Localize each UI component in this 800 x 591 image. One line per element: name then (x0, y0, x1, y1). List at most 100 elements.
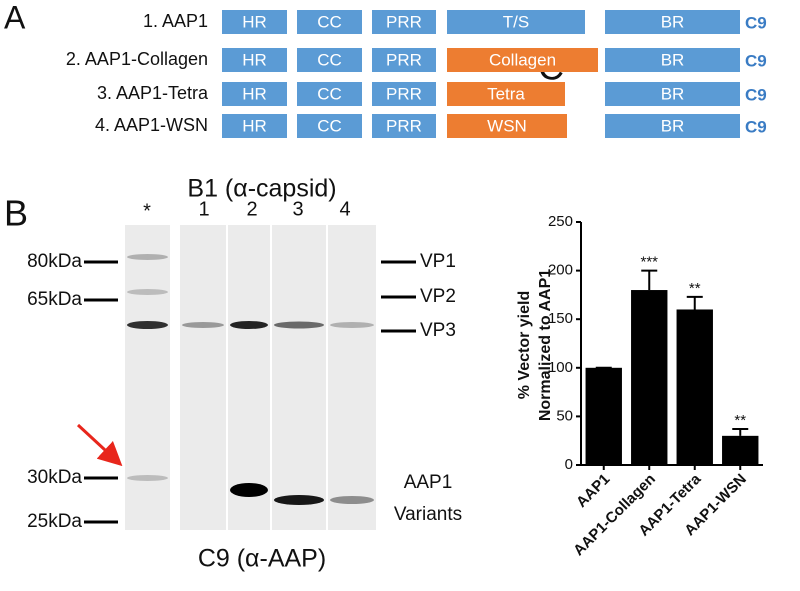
domain-label: PRR (386, 116, 422, 135)
blot-band (330, 322, 374, 328)
domain-label: CC (317, 12, 342, 31)
domain-label: HR (242, 116, 267, 135)
construct-label: 1. AAP1 (143, 11, 208, 31)
tag-label: C9 (745, 85, 767, 104)
marker-label: 30kDa (27, 467, 82, 488)
significance-label: *** (640, 254, 658, 271)
arrow (76, 423, 123, 467)
domain-label: WSN (487, 116, 527, 135)
significance-label: ** (734, 412, 746, 429)
band-label: VP1 (420, 251, 456, 272)
domain-label: BR (661, 116, 685, 135)
domain-box (372, 48, 436, 72)
tag-label: C9 (745, 13, 767, 32)
y-tick-label: 100 (548, 359, 573, 376)
bar (676, 309, 713, 465)
domain-box (605, 114, 740, 138)
blot-band (274, 495, 324, 505)
x-tick-label: AAP1-Collagen (570, 471, 659, 560)
domain-label: BR (661, 50, 685, 69)
error-bar (641, 269, 658, 291)
variants-label: AAP1 (404, 472, 453, 493)
domain-label: CC (317, 116, 342, 135)
domain-box (605, 82, 740, 106)
domain-label: PRR (386, 84, 422, 103)
variants-label: Variants (394, 504, 462, 525)
lane-label: 3 (292, 198, 303, 220)
y-tick-label: 0 (565, 456, 573, 473)
marker-label: 80kDa (27, 251, 82, 272)
blot-lane (272, 225, 326, 530)
domain-box (447, 114, 567, 138)
blot-band (127, 254, 168, 260)
panel-label: B (4, 193, 28, 234)
y-axis-label: Normalized to AAP1 (537, 269, 554, 421)
domain-label: HR (242, 12, 267, 31)
construct-label: 3. AAP1-Tetra (97, 83, 209, 103)
y-tick-label: 50 (556, 407, 573, 424)
domain-label: CC (317, 84, 342, 103)
blot-band (127, 289, 168, 295)
blot-band (127, 321, 168, 329)
blot-band (330, 496, 374, 504)
panel-label: A (4, 0, 26, 35)
band-label: VP2 (420, 286, 456, 307)
blot-lane (228, 225, 270, 530)
domain-box (372, 82, 436, 106)
lane-label: * (143, 200, 151, 222)
error-bar (732, 428, 749, 436)
domain-box (447, 82, 565, 106)
y-axis-label: % Vector yield (516, 291, 533, 400)
lane-label: 4 (339, 198, 350, 220)
bar (722, 435, 759, 465)
y-tick-label: 200 (548, 262, 573, 279)
error-bar (686, 295, 703, 310)
domain-label: PRR (386, 50, 422, 69)
domain-box (297, 82, 362, 106)
blot-title: B1 (α-capsid) (187, 175, 336, 203)
y-tick-label: 250 (548, 213, 573, 230)
tag-label: C9 (745, 117, 767, 136)
domain-label: Tetra (487, 84, 525, 103)
domain-label: PRR (386, 12, 422, 31)
blot-lane (125, 225, 170, 530)
blot-band (182, 322, 224, 328)
domain-box (222, 114, 287, 138)
blot-title: C9 (α-AAP) (198, 545, 326, 573)
tag-label: C9 (745, 51, 767, 70)
domain-box (222, 48, 287, 72)
blot-band (230, 321, 268, 329)
bar (631, 290, 668, 465)
domain-label: HR (242, 50, 267, 69)
domain-label: HR (242, 84, 267, 103)
x-tick-label: AAP1 (573, 471, 613, 511)
domain-label: CC (317, 50, 342, 69)
domain-box (605, 10, 740, 34)
significance-label: ** (689, 280, 701, 297)
domain-box (447, 10, 585, 34)
domain-box (372, 10, 436, 34)
marker-label: 65kDa (27, 289, 82, 310)
blot-band (230, 483, 268, 497)
marker-label: 25kDa (27, 511, 82, 532)
construct-label: 4. AAP1-WSN (95, 115, 208, 135)
blot-lane (180, 225, 226, 530)
domain-label: BR (661, 12, 685, 31)
blot-band (127, 475, 168, 481)
y-tick-label: 150 (548, 310, 573, 327)
domain-box (297, 48, 362, 72)
domain-label: T/S (503, 12, 529, 31)
lane-label: 1 (198, 198, 209, 220)
domain-box (605, 48, 740, 72)
domain-label: BR (661, 84, 685, 103)
blot-lane (328, 225, 376, 530)
domain-label: Collagen (489, 50, 556, 69)
domain-box (222, 82, 287, 106)
domain-box (297, 114, 362, 138)
domain-box (372, 114, 436, 138)
blot-band (274, 321, 324, 329)
domain-box (222, 10, 287, 34)
construct-label: 2. AAP1-Collagen (66, 49, 208, 69)
lane-label: 2 (246, 198, 257, 220)
